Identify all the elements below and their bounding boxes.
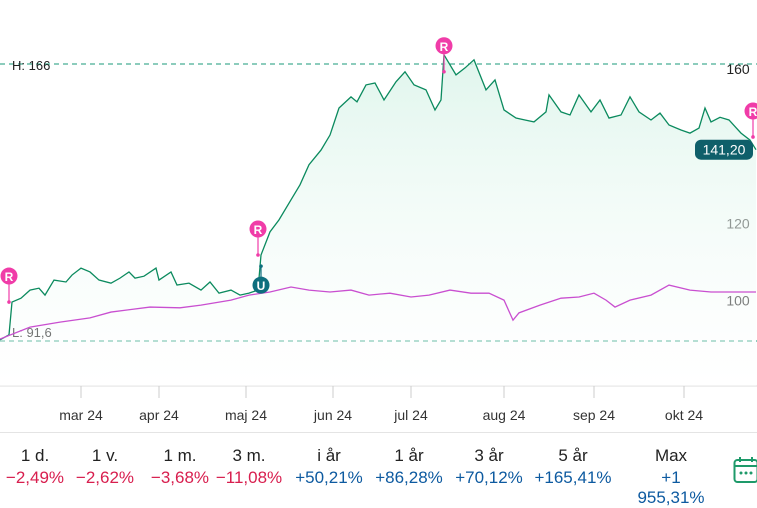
period-change: +70,12% xyxy=(449,468,529,488)
period-1m[interactable]: 1 m.−3,68% xyxy=(140,446,220,488)
period-1år[interactable]: 1 år+86,28% xyxy=(369,446,449,488)
period-label: 1 år xyxy=(369,446,449,466)
x-tick-label: jul 24 xyxy=(393,407,428,423)
period-1v[interactable]: 1 v.−2,62% xyxy=(65,446,145,488)
period-Max[interactable]: Max+1 955,31% xyxy=(631,446,711,508)
x-tick-label: okt 24 xyxy=(665,407,703,423)
period-label: 1 d. xyxy=(0,446,75,466)
marker-point xyxy=(751,135,755,139)
period-label: Max xyxy=(631,446,711,466)
marker-label: R xyxy=(254,223,263,237)
marker-label: R xyxy=(5,270,14,284)
period-label: i år xyxy=(289,446,369,466)
period-label: 1 m. xyxy=(140,446,220,466)
period-change: −11,08% xyxy=(209,468,289,488)
marker-point xyxy=(442,70,446,74)
marker-point xyxy=(256,253,260,257)
high-label: H: 166 xyxy=(12,58,50,73)
marker-point xyxy=(7,300,11,304)
period-label: 1 v. xyxy=(65,446,145,466)
period-3m[interactable]: 3 m.−11,08% xyxy=(209,446,289,488)
period-iår[interactable]: i år+50,21% xyxy=(289,446,369,488)
period-change: −3,68% xyxy=(140,468,220,488)
x-tick-label: maj 24 xyxy=(225,407,267,423)
period-change: −2,49% xyxy=(0,468,75,488)
price-area xyxy=(0,55,756,386)
last-price-label: 141,20 xyxy=(703,142,746,158)
marker-label: U xyxy=(257,279,266,293)
period-change: −2,62% xyxy=(65,468,145,488)
period-1d[interactable]: 1 d.−2,49% xyxy=(0,446,75,488)
period-label: 3 m. xyxy=(209,446,289,466)
marker-label: R xyxy=(440,40,449,54)
marker-point xyxy=(259,264,263,268)
period-change: +50,21% xyxy=(289,468,369,488)
marker-label: R xyxy=(749,105,757,119)
y-tick-label: 160 xyxy=(726,61,750,77)
period-change: +165,41% xyxy=(533,468,613,488)
divider xyxy=(0,432,757,433)
x-tick-label: aug 24 xyxy=(483,407,526,423)
x-tick-label: mar 24 xyxy=(59,407,103,423)
x-tick-label: apr 24 xyxy=(139,407,179,423)
price-chart[interactable]: mar 24 apr 24 maj 24 jun 24 jul 24 aug 24 sep … xyxy=(0,0,757,432)
period-change: +1 955,31% xyxy=(631,468,711,508)
period-label: 3 år xyxy=(449,446,529,466)
period-selector: 1 d.−2,49%1 v.−2,62%1 m.−3,68%3 m.−11,08… xyxy=(0,446,757,496)
x-tick-label: jun 24 xyxy=(313,407,352,423)
period-label: 5 år xyxy=(533,446,613,466)
period-5år[interactable]: 5 år+165,41% xyxy=(533,446,613,488)
x-tick-label: sep 24 xyxy=(573,407,615,423)
period-3år[interactable]: 3 år+70,12% xyxy=(449,446,529,488)
period-change: +86,28% xyxy=(369,468,449,488)
